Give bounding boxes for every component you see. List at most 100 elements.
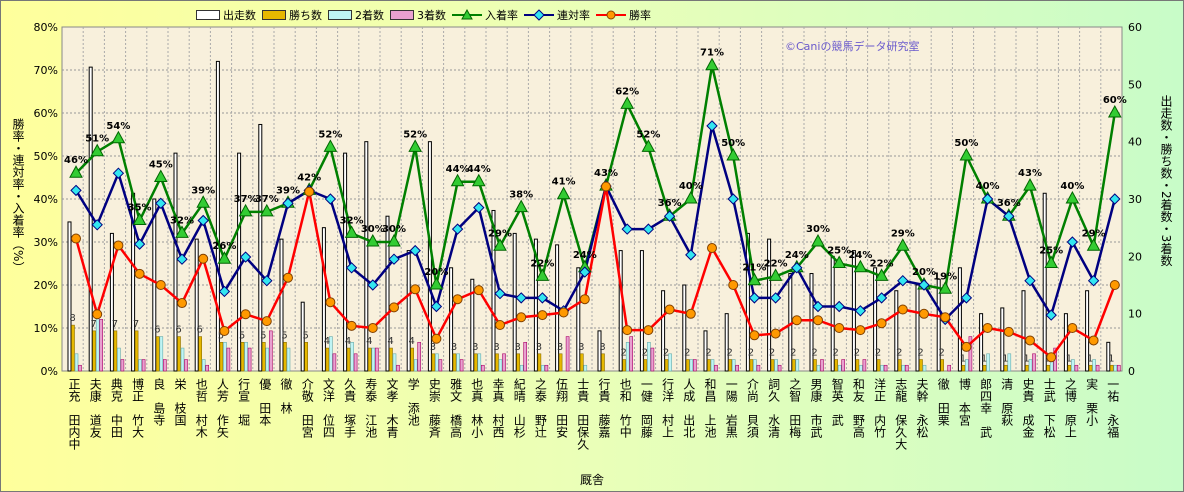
bar-seconds (1071, 359, 1075, 372)
bar-seconds (1092, 359, 1096, 372)
win-rate-marker (92, 309, 103, 320)
rentai-rate-marker (473, 201, 485, 214)
bar-wins (940, 359, 945, 372)
left-tick-label: 30% (34, 236, 58, 249)
x-tick-label: 和友 野高 (851, 378, 866, 438)
bar-runs (152, 198, 157, 372)
bar-wins (71, 324, 75, 372)
place-rate-data-label: 24% (573, 250, 597, 261)
bar-wins (1110, 364, 1114, 372)
place-rate-marker (768, 268, 783, 281)
bar-seconds (392, 353, 397, 372)
x-tick-label: 寿泰 江池 (363, 378, 378, 438)
rentai-rate-marker (367, 279, 379, 291)
win-rate-marker (1003, 326, 1014, 337)
bar-seconds (329, 336, 333, 372)
bar-thirds (502, 353, 506, 372)
rentai-rate-marker (748, 292, 761, 304)
win-rate-marker (558, 307, 569, 318)
bar-seconds (922, 364, 927, 372)
place-rate-marker (726, 147, 741, 161)
x-tick-label: 也和 竹中 (618, 378, 633, 438)
bar-seconds (837, 364, 842, 372)
bar-wins (261, 342, 266, 372)
bar-runs (406, 250, 411, 372)
rentai-rate-marker (897, 274, 909, 287)
wins-data-label: 1 (960, 353, 966, 364)
right-tick-label: 30 (1128, 193, 1142, 206)
bar-seconds (668, 353, 672, 372)
wins-data-label: 1 (1023, 353, 1029, 364)
bar-wins (410, 347, 415, 372)
bar-runs (618, 250, 623, 372)
place-rate-data-label: 22% (870, 258, 894, 269)
place-rate-data-label: 43% (594, 168, 618, 179)
wins-data-label: 6 (154, 325, 160, 336)
wins-data-label: 7 (133, 319, 139, 330)
legend-line-icon (452, 9, 482, 20)
bar-seconds (138, 359, 142, 372)
place-rate-data-label: 36% (997, 198, 1021, 209)
rentai-rate-marker (345, 262, 358, 274)
bar-runs (661, 290, 666, 372)
x-tick-label: 和昌 上池 (703, 378, 717, 438)
wins-data-label: 3 (515, 342, 521, 353)
bar-wins (770, 359, 775, 372)
bar-seconds (74, 353, 79, 372)
bar-runs (1000, 307, 1005, 372)
wins-data-label: 3 (557, 342, 563, 353)
bar-thirds (735, 364, 740, 372)
win-rate-marker (113, 240, 124, 251)
place-rate-data-label: 44% (446, 164, 470, 175)
rentai-rate-marker (833, 300, 845, 313)
wins-data-label: 3 (536, 342, 542, 353)
bar-seconds (541, 364, 545, 372)
bar-runs (364, 141, 369, 372)
wins-data-label: 3 (451, 342, 457, 353)
right-tick-label: 40 (1128, 136, 1142, 149)
bar-thirds (756, 364, 761, 372)
wins-data-label: 1 (1087, 353, 1093, 364)
line-rentai-rate (74, 125, 1117, 322)
right-tick-label: 0 (1128, 365, 1135, 378)
bar-wins (601, 353, 605, 372)
wins-data-label: 1 (1066, 353, 1072, 364)
right-axis-title: 出走数・勝ち数・2着数・3着数 (1159, 95, 1173, 267)
rentai-rate-marker (1045, 309, 1057, 321)
bar-runs (1085, 290, 1090, 372)
rentai-rate-marker (812, 300, 824, 313)
win-rate-marker (325, 297, 336, 308)
place-rate-marker (69, 165, 83, 178)
place-rate-marker (408, 139, 423, 152)
left-axis-title: 勝率・連対率・入着率（%） (11, 118, 25, 274)
place-rate-data-label: 40% (1060, 181, 1084, 192)
bar-runs (936, 278, 941, 372)
bar-runs (703, 330, 708, 372)
rentai-rate-marker (1087, 274, 1100, 287)
x-tick-label: 人成 出北 (681, 378, 696, 438)
x-tick-label: 徹 林 (279, 378, 293, 414)
left-tick-label: 40% (34, 193, 58, 206)
bar-seconds (1007, 353, 1012, 372)
place-rate-marker (175, 225, 189, 238)
win-rate-marker (516, 312, 527, 323)
bar-seconds (647, 342, 651, 372)
legend-item: 勝率 (596, 7, 651, 23)
wins-data-label: 4 (409, 336, 415, 347)
x-tick-label: 之博 原上 (1063, 378, 1078, 438)
legend: 出走数 勝ち数 2着数 3着数 入着率 連対率 勝率 (196, 6, 651, 24)
wins-data-label: 3 (430, 342, 436, 353)
wins-data-label: 5 (303, 330, 309, 341)
win-rate-marker (177, 298, 187, 309)
x-tick-label: 士武 下松 (1042, 378, 1057, 438)
x-tick-label: 良 島寺 (151, 378, 166, 426)
bar-wins (643, 359, 648, 372)
place-rate-data-label: 43% (1018, 168, 1042, 179)
x-tick-label: 也哲 村木 (194, 378, 209, 438)
place-rate-data-label: 37% (255, 194, 279, 205)
bar-runs (109, 232, 114, 372)
place-rate-marker (514, 199, 529, 213)
bar-wins (834, 359, 839, 372)
bar-thirds (353, 353, 358, 372)
place-rate-marker (493, 238, 507, 251)
